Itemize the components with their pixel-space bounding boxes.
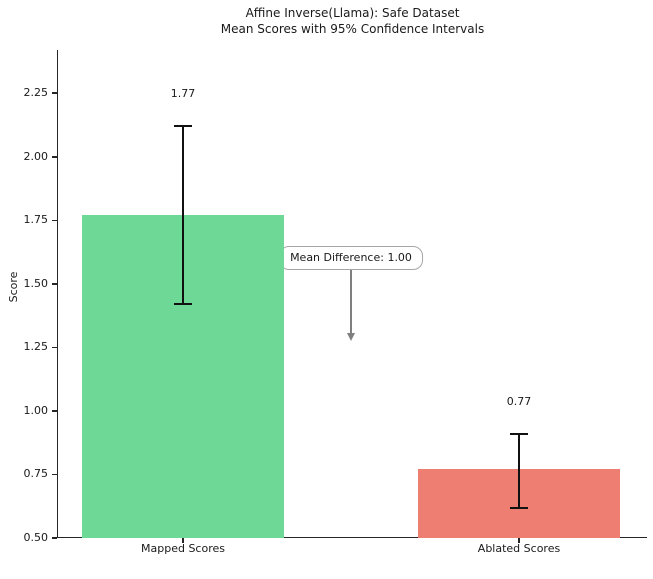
- bar-value-label: 0.77: [506, 394, 532, 408]
- chart-title-line2: Mean Scores with 95% Confidence Interval…: [220, 22, 485, 36]
- y-tick-mark: [52, 473, 57, 476]
- annotation-text: Mean Difference: 1.00: [290, 251, 412, 265]
- y-tick-mark: [52, 219, 57, 222]
- annotation-arrow-line: [350, 270, 352, 333]
- y-tick-label: 1.50: [23, 276, 49, 290]
- y-tick-mark: [52, 156, 57, 158]
- annotation-mean-difference: Mean Difference: 1.00: [279, 246, 423, 271]
- bar-value-label: 1.77: [170, 87, 196, 101]
- error-bar-line: [518, 433, 520, 508]
- y-tick-label: 0.50: [23, 531, 49, 544]
- y-tick-mark: [52, 283, 57, 285]
- y-tick-mark: [52, 346, 57, 349]
- y-tick-mark: [52, 537, 57, 539]
- x-tick-label: Ablated Scores: [477, 542, 561, 555]
- y-tick-label: 1.25: [23, 340, 49, 354]
- error-bar-cap-bottom: [174, 303, 192, 306]
- y-tick-label: 2.25: [23, 86, 49, 100]
- x-tick-mark: [182, 538, 184, 543]
- plot-area: [56, 50, 647, 538]
- y-tick-mark: [52, 410, 57, 412]
- y-tick-label: 0.75: [23, 467, 49, 481]
- x-tick-label: Mapped Scores: [141, 542, 225, 555]
- error-bar-line: [182, 126, 184, 305]
- y-tick-label: 1.75: [23, 213, 49, 227]
- error-bar-cap-top: [510, 432, 528, 435]
- y-tick-label: 2.00: [23, 149, 49, 163]
- error-bar-cap-bottom: [510, 506, 528, 509]
- chart-title-line1: Affine Inverse(Llama): Safe Dataset: [245, 6, 460, 20]
- x-tick-mark: [518, 538, 520, 543]
- y-tick-label: 1.00: [23, 403, 49, 417]
- chart-title: Affine Inverse(Llama): Safe Dataset Mean…: [58, 5, 647, 37]
- y-tick-mark: [52, 92, 57, 94]
- annotation-arrow-head: [346, 333, 355, 342]
- error-bar-cap-top: [174, 125, 192, 128]
